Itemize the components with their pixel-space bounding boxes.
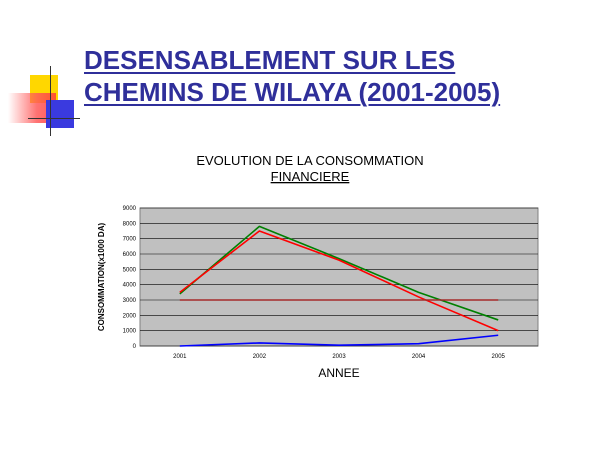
x-tick-label: 2003: [332, 354, 346, 360]
y-axis-ticks: 0 1000 2000 3000 4000 5000 6000 7000 8000 9000: [123, 206, 137, 350]
series-line-4: [179, 334, 499, 347]
y-tick-label: 4000: [123, 283, 137, 289]
y-tick-label: 7000: [123, 237, 137, 243]
x-tick-label: 2001: [173, 354, 187, 360]
y-tick-label: 9000: [123, 206, 137, 212]
decor-horizontal-line: [28, 118, 80, 119]
slide-title: DESENSABLEMENT SUR LES CHEMINS DE WILAYA…: [84, 44, 500, 108]
x-axis-label: ANNEE: [318, 366, 359, 380]
y-tick-label: 3000: [123, 298, 137, 304]
x-tick-label: 2004: [412, 354, 426, 360]
plot-area: [139, 207, 539, 347]
chart-title-line-2: FINANCIERE: [271, 169, 350, 184]
y-tick-label: 5000: [123, 267, 137, 273]
y-tick-label: 2000: [123, 313, 137, 319]
chart-title-line-1: EVOLUTION DE LA CONSOMMATION: [196, 153, 423, 168]
slide-title-line-1: DESENSABLEMENT SUR LES: [84, 45, 456, 75]
x-tick-label: 2005: [492, 354, 506, 360]
x-axis-ticks: 2001 2002 2003 2004 2005: [173, 354, 505, 360]
y-tick-label: 6000: [123, 252, 137, 258]
y-tick-label: 8000: [123, 221, 137, 227]
series-line-2: [179, 230, 499, 332]
y-tick-label: 1000: [123, 329, 137, 335]
y-axis-label: CONSOMMATION(x1000 DA): [97, 223, 106, 332]
series-line-1: [179, 225, 499, 321]
x-tick-label: 2002: [253, 354, 267, 360]
slide-title-line-2: CHEMINS DE WILAYA (2001-2005): [84, 77, 501, 107]
decor-vertical-line: [50, 66, 51, 136]
y-tick-label: 0: [133, 344, 137, 350]
series-lines: [179, 225, 499, 347]
